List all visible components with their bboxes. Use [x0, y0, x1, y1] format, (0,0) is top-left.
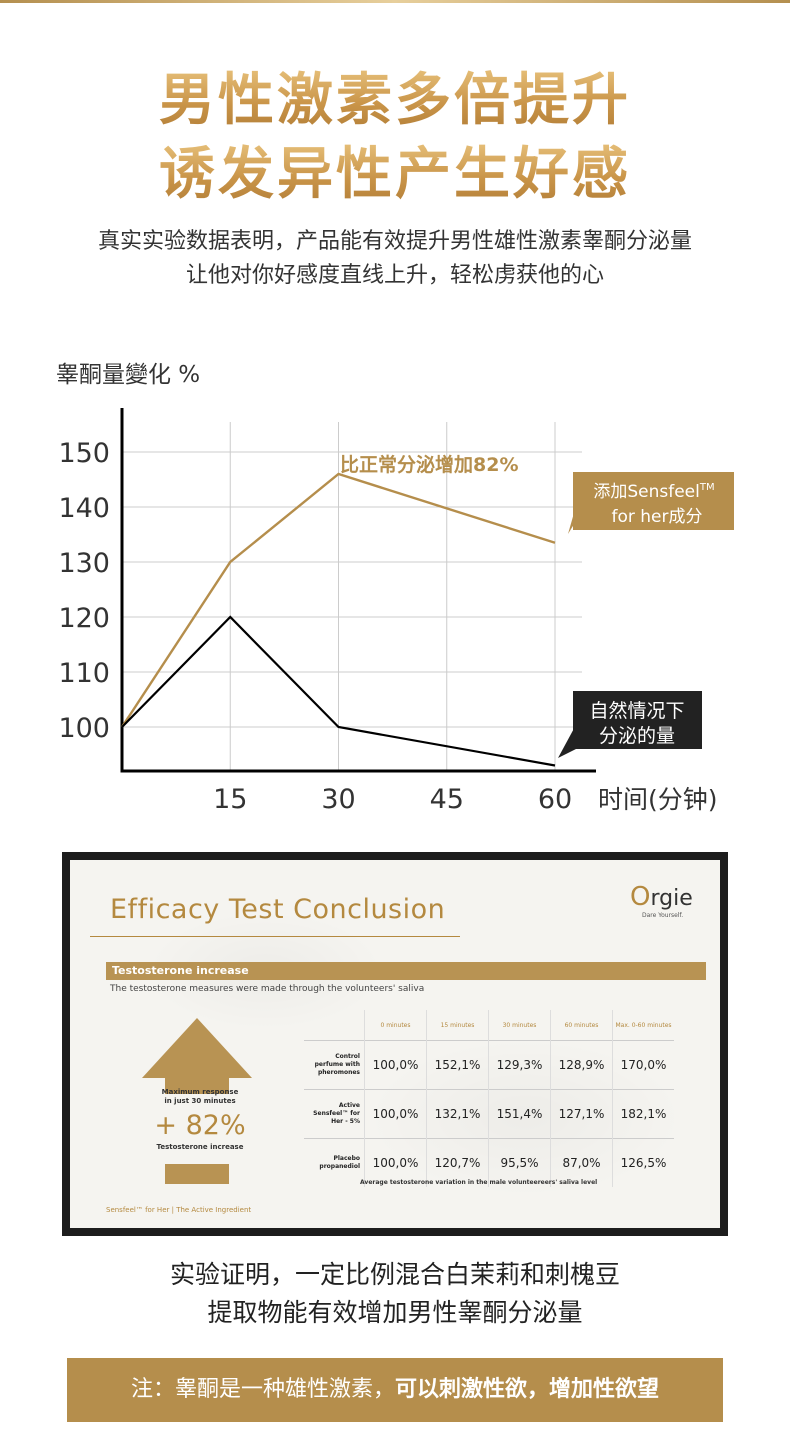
- table-row: Control perfume with pheromones 100,0% 1…: [304, 1040, 674, 1090]
- headline-line-2: 诱发异性产生好感: [0, 140, 790, 210]
- callout-text-dark-2: 分泌的量: [599, 725, 675, 747]
- up-arrow-icon: [142, 1018, 252, 1184]
- y-tick-label: 120: [58, 603, 110, 634]
- table-cell: 100,0%: [364, 1040, 427, 1090]
- row-label: Control perfume with pheromones: [304, 1040, 365, 1090]
- arrow-label-3: Testosterone increase: [156, 1143, 244, 1151]
- callout-box-gold: [573, 472, 734, 530]
- table-row: Active Sensfeel™ for Her - 5% 100,0% 132…: [304, 1089, 674, 1139]
- note-bold: 可以刺激性欲，增加性欲望: [395, 1377, 660, 1402]
- y-tick-label: 100: [58, 713, 110, 744]
- brand-logo-o: O: [630, 882, 651, 912]
- table-header-row: 0 minutes 15 minutes 30 minutes 60 minut…: [304, 1010, 674, 1041]
- brand-logo: Orgie: [630, 882, 693, 912]
- note-bar: 注：睾酮是一种雄性激素，可以刺激性欲，增加性欲望: [67, 1358, 723, 1422]
- callout-text-gold-1: 添加SensfeelTM: [593, 482, 714, 502]
- series-line-sensfeel: [120, 472, 556, 728]
- testosterone-line-chart: 睾酮量變化 % 100 110 120 130 140 150 15 30 45 60 时间(分钟) 比…: [56, 362, 734, 815]
- poster-title-rule: [90, 936, 460, 937]
- brand-logo-rest: rgie: [650, 886, 693, 911]
- band-description: The testosterone measures were made thro…: [110, 984, 425, 994]
- table-caption: Average testosterone variation in the ma…: [360, 1179, 598, 1186]
- top-accent-line: [0, 0, 790, 3]
- row-label: Placebo propanediol: [304, 1138, 365, 1187]
- table-corner: [304, 1010, 365, 1041]
- trademark-superscript: TM: [699, 482, 715, 493]
- arrow-percentage: + 82%: [154, 1110, 246, 1141]
- column-header: 60 minutes: [550, 1010, 613, 1041]
- table-cell: 152,1%: [426, 1040, 489, 1090]
- poster-title: Efficacy Test Conclusion: [110, 894, 446, 925]
- brand-tagline: Dare Yourself.: [642, 912, 684, 919]
- table-cell: 120,7%: [426, 1138, 489, 1187]
- note-prefix: 注：睾酮是一种雄性激素，: [130, 1377, 395, 1402]
- callout-text-gold-2: for her成分: [611, 507, 702, 527]
- table-cell: 132,1%: [426, 1089, 489, 1139]
- table-cell: 127,1%: [550, 1089, 613, 1139]
- arrow-foot: [165, 1164, 229, 1184]
- callout-box-dark: [573, 691, 702, 749]
- headline-line-1: 男性激素多倍提升: [0, 66, 790, 136]
- conclusion-line-1: 实验证明，一定比例混合白茉莉和刺槐豆: [169, 1260, 620, 1289]
- callout-text-dark-1: 自然情况下: [589, 700, 684, 722]
- y-tick-label: 110: [58, 658, 110, 689]
- table-cell: 95,5%: [488, 1138, 551, 1187]
- arrow-head: [142, 1018, 252, 1078]
- x-tick-label: 15: [213, 784, 247, 815]
- table-cell: 182,1%: [612, 1089, 674, 1139]
- x-tick-label: 45: [430, 784, 464, 815]
- y-tick-label: 130: [58, 548, 110, 579]
- y-tick-label: 150: [58, 438, 110, 469]
- x-tick-label: 30: [321, 784, 355, 815]
- table-cell: 151,4%: [488, 1089, 551, 1139]
- column-header: 0 minutes: [364, 1010, 427, 1041]
- x-axis-label: 时间(分钟): [598, 785, 718, 814]
- column-header: 30 minutes: [488, 1010, 551, 1041]
- table-cell: 128,9%: [550, 1040, 613, 1090]
- x-tick-label: 60: [538, 784, 572, 815]
- poster-panel: Efficacy Test Conclusion Orgie Dare Your…: [70, 860, 720, 1228]
- poster-footer: Sensfeel™ for Her | The Active Ingredien…: [106, 1206, 252, 1214]
- table-cell: 87,0%: [550, 1138, 613, 1187]
- table-cell: 170,0%: [612, 1040, 674, 1090]
- subtitle-line-2: 让他对你好感度直线上升，轻松虏获他的心: [185, 263, 604, 288]
- band-title: Testosterone increase: [106, 962, 706, 980]
- subtitle-line-1: 真实实验数据表明，产品能有效提升男性雄性激素睾酮分泌量: [97, 229, 692, 254]
- chart-annotation: 比正常分泌增加82%: [340, 453, 518, 476]
- efficacy-poster: Efficacy Test Conclusion Orgie Dare Your…: [62, 852, 728, 1236]
- arrow-shaft: [165, 1078, 229, 1094]
- y-axis-label: 睾酮量變化 %: [56, 362, 200, 388]
- efficacy-table: 0 minutes 15 minutes 30 minutes 60 minut…: [304, 1010, 674, 1187]
- table-row: Placebo propanediol 100,0% 120,7% 95,5% …: [304, 1138, 674, 1187]
- column-header: 15 minutes: [426, 1010, 489, 1041]
- table-cell: 126,5%: [612, 1138, 674, 1187]
- conclusion-line-2: 提取物能有效增加男性睾酮分泌量: [207, 1298, 583, 1327]
- table-cell: 100,0%: [364, 1089, 427, 1139]
- table-cell: 129,3%: [488, 1040, 551, 1090]
- arrow-label-2: in just 30 minutes: [164, 1097, 236, 1105]
- row-label: Active Sensfeel™ for Her - 5%: [304, 1089, 365, 1139]
- column-header: Max. 0-60 minutes: [612, 1010, 674, 1041]
- series-line-natural: [121, 615, 556, 767]
- y-tick-label: 140: [58, 493, 110, 524]
- table-cell: 100,0%: [364, 1138, 427, 1187]
- arrow-label-1: Maximum response: [161, 1088, 239, 1096]
